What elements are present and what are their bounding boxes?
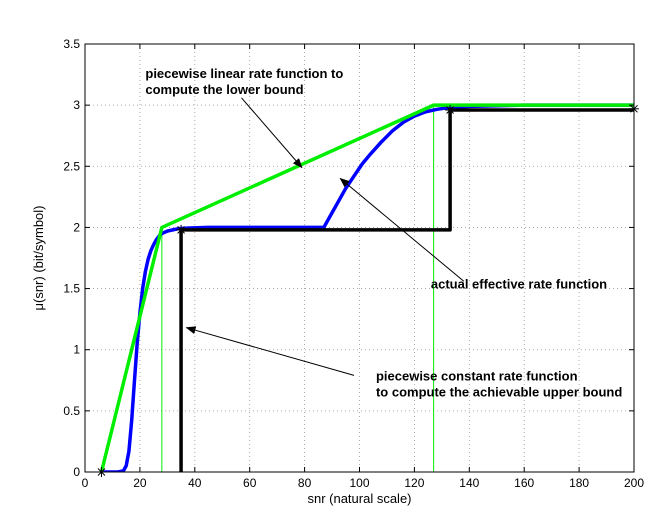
annotation-arrow [241, 97, 303, 169]
y-tick-label: 0 [73, 465, 80, 479]
annotation-text: compute the lower bound [145, 82, 303, 97]
annotation-text: piecewise constant rate function [376, 368, 578, 383]
x-tick-label: 100 [349, 476, 369, 490]
x-axis-label: snr (natural scale) [307, 491, 411, 506]
star-marker [96, 467, 107, 477]
y-tick-label: 2 [73, 220, 80, 234]
annotation-arrow [185, 326, 355, 376]
series-layer [99, 103, 634, 472]
annotation-text: piecewise linear rate function to [145, 66, 343, 81]
series-line [179, 108, 634, 472]
y-tick-label: 2.5 [63, 159, 80, 173]
y-tick-label: 1.5 [63, 282, 80, 296]
x-tick-label: 160 [514, 476, 534, 490]
x-tick-label: 20 [133, 476, 147, 490]
series-line [101, 103, 634, 472]
star-marker [445, 105, 456, 116]
x-tick-label: 60 [243, 476, 257, 490]
annotations-layer: piecewise linear rate function tocompute… [145, 66, 622, 399]
x-tick-label: 40 [188, 476, 202, 490]
y-tick-label: 3.5 [63, 37, 80, 51]
y-tick-label: 1 [73, 343, 80, 357]
x-tick-label: 140 [459, 476, 479, 490]
annotation-text: to compute the achievable upper bound [376, 384, 622, 399]
y-tick-label: 0.5 [63, 404, 80, 418]
markers-layer [96, 103, 639, 477]
y-tick-label: 3 [73, 98, 80, 112]
annotation-text: actual effective rate function [431, 277, 607, 292]
star-marker [629, 103, 639, 114]
x-tick-label: 0 [82, 476, 89, 490]
annotation-arrow [339, 177, 465, 282]
x-tick-label: 180 [569, 476, 589, 490]
x-tick-label: 80 [298, 476, 312, 490]
x-tick-label: 200 [624, 476, 644, 490]
ticks: 0 20 40 60 80 100 120 140 160 180 200 0 0.5 1 1.5 2 2.5 3… [63, 37, 644, 490]
star-marker [176, 224, 187, 235]
x-tick-label: 120 [404, 476, 424, 490]
grid [85, 44, 634, 472]
y-axis-label: μ(snr) (bit/symbol) [31, 206, 46, 311]
